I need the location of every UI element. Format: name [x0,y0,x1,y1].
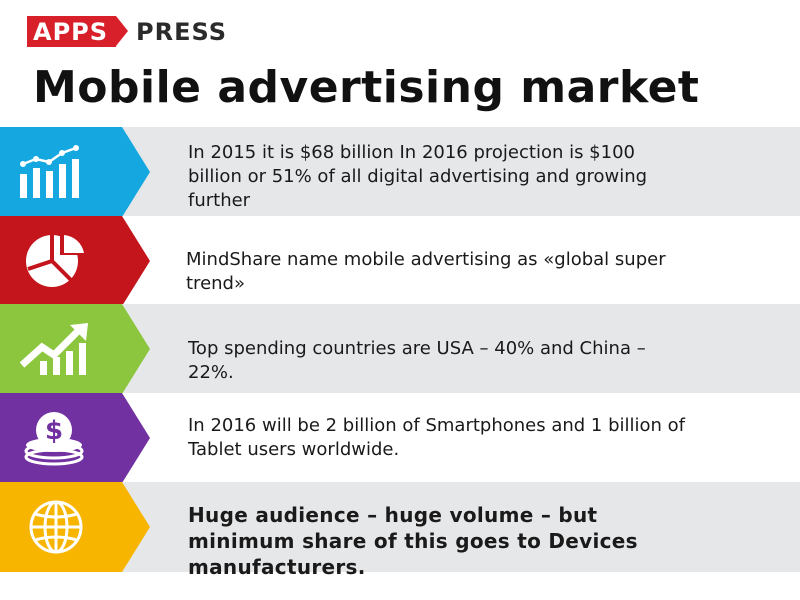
item-text: Huge audience – huge volume – but minimu… [188,503,638,579]
page-title: Mobile advertising market [33,62,700,113]
item-text: Top spending countries are USA – 40% and… [188,338,646,383]
dollar-coins-icon: $ [22,410,92,466]
item-text: In 2016 will be 2 billion of Smartphones… [188,415,686,460]
row-tab [0,304,150,394]
list-item-market-size: In 2015 it is $68 billion In 2016 projec… [0,127,800,217]
svg-text:$: $ [45,416,63,446]
tab-arrow-shape [0,304,150,394]
list-item-user-base: $ In 2016 will be 2 billion of Smartphon… [0,393,800,483]
list-item-super-trend: MindShare name mobile advertising as «gl… [0,216,800,306]
apps-press-logo: APPS PRESS [27,16,227,47]
growth-chart-icon [20,321,90,377]
item-text: In 2015 it is $68 billion In 2016 projec… [188,142,648,211]
list-item-audience: Huge audience – huge volume – but minimu… [0,482,800,579]
globe-icon [26,499,96,555]
row-tab [0,216,150,306]
row-tab [0,482,150,572]
tab-arrow-shape [0,393,150,483]
list-item-top-countries: Top spending countries are USA – 40% and… [0,304,800,394]
logo-press: PRESS [136,17,228,46]
logo-apps: APPS [27,16,129,47]
item-text: MindShare name mobile advertising as «gl… [186,249,666,294]
pie-chart-icon [22,233,92,289]
row-tab [0,127,150,217]
row-tab: $ [0,393,150,483]
bar-chart-icon [18,144,88,200]
